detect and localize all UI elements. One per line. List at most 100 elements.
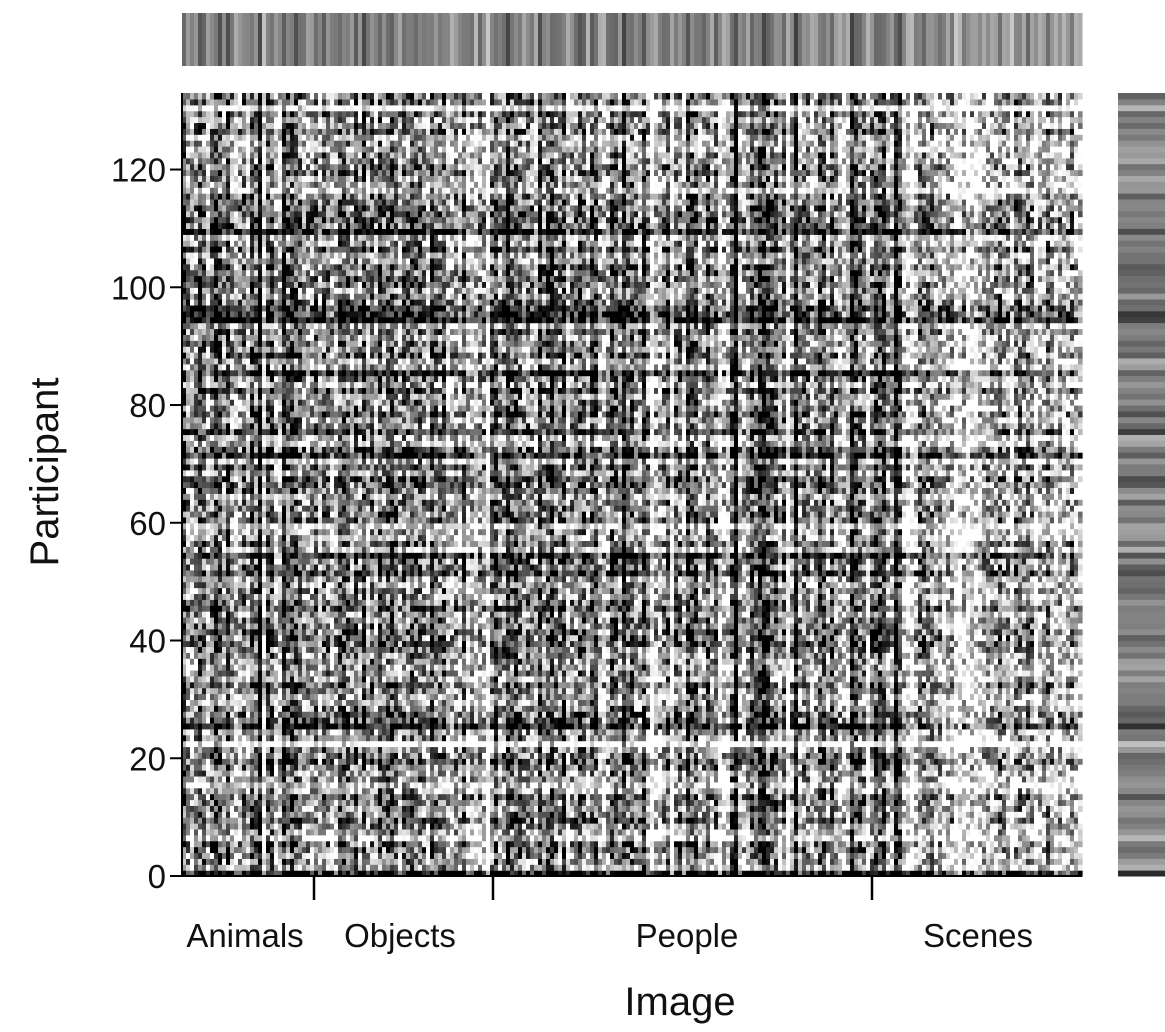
heatmap-cell [522,799,527,805]
heatmap-cell [402,864,407,870]
heatmap-cell [878,835,883,841]
heatmap-cell [750,858,755,864]
heatmap-cell [994,852,999,858]
heatmap-cell [350,835,355,841]
heatmap-cell [298,799,303,805]
heatmap-cell [382,788,387,794]
heatmap-cell [418,852,423,858]
heatmap-cell [970,847,975,853]
heatmap-cell [894,811,899,817]
heatmap-cell [654,788,659,794]
heatmap-cell [1078,847,1083,853]
heatmap-cell [634,805,639,811]
heatmap-cell [818,823,823,829]
top-marginal-cell [290,13,295,66]
heatmap-cell [582,835,587,841]
heatmap-cell [194,794,199,800]
heatmap-cell [410,805,415,811]
right-marginal-cell [1118,735,1165,741]
heatmap-cell [398,805,403,811]
heatmap-cell [1078,817,1083,823]
heatmap-cell [570,788,575,794]
heatmap-cell [994,864,999,870]
heatmap-cell [774,852,779,858]
heatmap-cell [418,847,423,853]
heatmap-cell [1074,858,1079,864]
top-marginal-cell [902,13,907,66]
heatmap-cell [614,864,619,870]
heatmap-cell [678,805,683,811]
heatmap-cell [778,823,783,829]
heatmap-cell [690,847,695,853]
heatmap-cell [1022,811,1027,817]
heatmap-cell [258,841,263,847]
heatmap-cell [686,805,691,811]
heatmap-cell [374,817,379,823]
right-marginal-cell [1118,688,1165,694]
heatmap-cell [262,835,267,841]
heatmap-cell [318,788,323,794]
heatmap-cell [974,864,979,870]
heatmap-cell [686,829,691,835]
heatmap-cell [406,805,411,811]
heatmap-cell [662,852,667,858]
heatmap-cell [462,864,467,870]
heatmap-cell [766,841,771,847]
heatmap-cell [666,817,671,823]
heatmap-cell [814,788,819,794]
top-marginal-cell [986,13,991,66]
heatmap-cell [482,864,487,870]
heatmap-cell [734,841,739,847]
heatmap-cell [842,841,847,847]
heatmap-cell [842,835,847,841]
heatmap-cell [638,817,643,823]
heatmap-cell [958,794,963,800]
heatmap-cell [694,788,699,794]
heatmap-cell [338,835,343,841]
heatmap-cell [358,794,363,800]
heatmap-cell [658,829,663,835]
heatmap-cell [922,858,927,864]
heatmap-cell [458,864,463,870]
heatmap-cell [974,799,979,805]
top-marginal-cell [218,13,223,66]
heatmap-cell [690,835,695,841]
heatmap-cell [582,805,587,811]
right-marginal-cell [1118,823,1165,829]
heatmap-cell [826,858,831,864]
heatmap-cell [1010,811,1015,817]
heatmap-cell [674,794,679,800]
heatmap-cell [662,835,667,841]
top-marginal-cell [1014,13,1019,66]
heatmap-cell [926,805,931,811]
heatmap-cell [262,852,267,858]
heatmap-cell [978,858,983,864]
heatmap-cell [462,799,467,805]
heatmap-cell [546,847,551,853]
heatmap-cell [454,841,459,847]
heatmap-cell [266,864,271,870]
heatmap-cell [994,811,999,817]
heatmap-cell [558,794,563,800]
heatmap-cell [1038,864,1043,870]
heatmap-cell [662,841,667,847]
heatmap-cell [610,835,615,841]
heatmap-cell [806,841,811,847]
heatmap-cell [530,799,535,805]
heatmap-cell [298,817,303,823]
heatmap-cell [802,817,807,823]
right-marginal-cell [1118,417,1165,423]
heatmap-cell [870,817,875,823]
heatmap-cell [670,835,675,841]
heatmap-cell [198,811,203,817]
heatmap-cell [1050,858,1055,864]
top-marginal-cell [558,13,563,66]
heatmap-cell [746,829,751,835]
heatmap-cell [1066,841,1071,847]
heatmap-cell [382,811,387,817]
top-marginal-cell [678,13,683,66]
heatmap-cell [522,847,527,853]
heatmap-cell [650,852,655,858]
heatmap-cell [1054,864,1059,870]
heatmap-cell [1070,811,1075,817]
